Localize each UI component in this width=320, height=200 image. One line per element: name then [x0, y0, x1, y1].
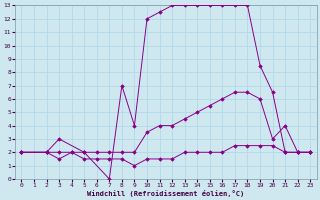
- X-axis label: Windchill (Refroidissement éolien,°C): Windchill (Refroidissement éolien,°C): [87, 190, 244, 197]
